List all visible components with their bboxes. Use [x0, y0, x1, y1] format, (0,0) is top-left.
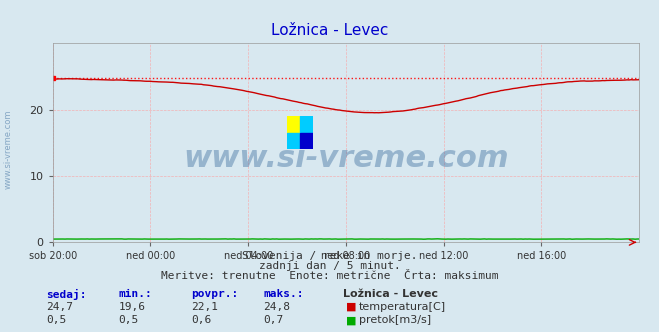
Text: 0,7: 0,7 — [264, 315, 284, 325]
Text: ■: ■ — [346, 302, 357, 312]
Text: 22,1: 22,1 — [191, 302, 218, 312]
Text: 24,7: 24,7 — [46, 302, 73, 312]
Text: 0,6: 0,6 — [191, 315, 212, 325]
Text: maks.:: maks.: — [264, 289, 304, 299]
Text: Meritve: trenutne  Enote: metrične  Črta: maksimum: Meritve: trenutne Enote: metrične Črta: … — [161, 271, 498, 281]
Text: Ložnica - Levec: Ložnica - Levec — [343, 289, 438, 299]
Text: 19,6: 19,6 — [119, 302, 146, 312]
Text: pretok[m3/s]: pretok[m3/s] — [359, 315, 431, 325]
Text: ■: ■ — [346, 315, 357, 325]
Bar — [300, 133, 313, 149]
Bar — [287, 116, 300, 133]
Text: temperatura[C]: temperatura[C] — [359, 302, 446, 312]
Text: povpr.:: povpr.: — [191, 289, 239, 299]
Text: Slovenija / reke in morje.: Slovenija / reke in morje. — [242, 251, 417, 261]
Text: zadnji dan / 5 minut.: zadnji dan / 5 minut. — [258, 261, 401, 271]
Text: sedaj:: sedaj: — [46, 289, 86, 300]
Text: 24,8: 24,8 — [264, 302, 291, 312]
Text: min.:: min.: — [119, 289, 152, 299]
Text: Ložnica - Levec: Ložnica - Levec — [271, 23, 388, 38]
Bar — [287, 133, 300, 149]
Text: 0,5: 0,5 — [46, 315, 67, 325]
Text: 0,5: 0,5 — [119, 315, 139, 325]
Text: www.si-vreme.com: www.si-vreme.com — [3, 110, 13, 189]
Bar — [300, 116, 313, 133]
Text: www.si-vreme.com: www.si-vreme.com — [183, 144, 509, 173]
